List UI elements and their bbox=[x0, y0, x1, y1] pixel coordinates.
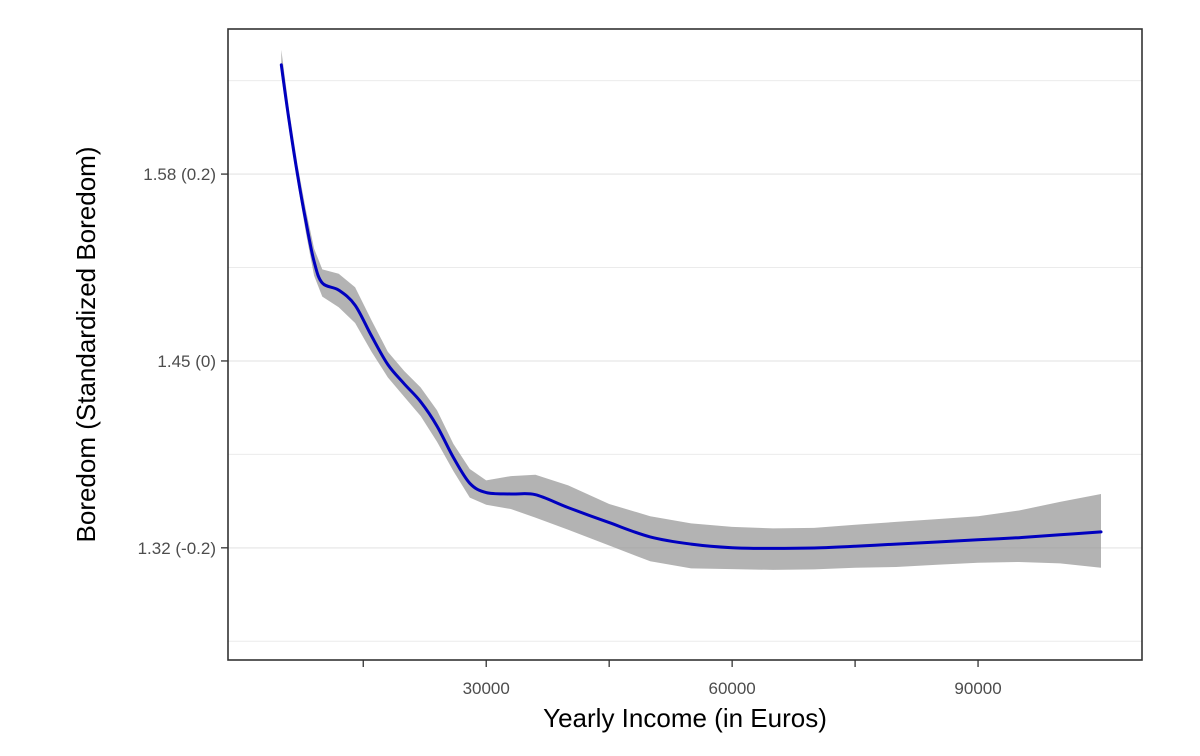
x-tick-label: 30000 bbox=[463, 679, 510, 698]
y-axis-title: Boredom (Standardized Boredom) bbox=[71, 147, 101, 543]
confidence-band bbox=[281, 49, 1101, 570]
y-tick-label: 1.58 (0.2) bbox=[143, 165, 216, 184]
y-tick-label: 1.32 (-0.2) bbox=[138, 539, 216, 558]
axes: 1.32 (-0.2) 1.45 (0) 1.58 (0.2) 30000 60000 9… bbox=[138, 165, 1002, 698]
x-tick-label: 90000 bbox=[954, 679, 1001, 698]
smooth-line bbox=[279, 63, 1103, 550]
y-tick-label: 1.45 (0) bbox=[157, 352, 216, 371]
confidence-band-layer bbox=[281, 49, 1101, 570]
panel-border bbox=[227, 28, 1143, 661]
x-tick-label: 60000 bbox=[708, 679, 755, 698]
x-axis-title: Yearly Income (in Euros) bbox=[543, 703, 827, 733]
smooth-line-layer bbox=[279, 63, 1103, 550]
